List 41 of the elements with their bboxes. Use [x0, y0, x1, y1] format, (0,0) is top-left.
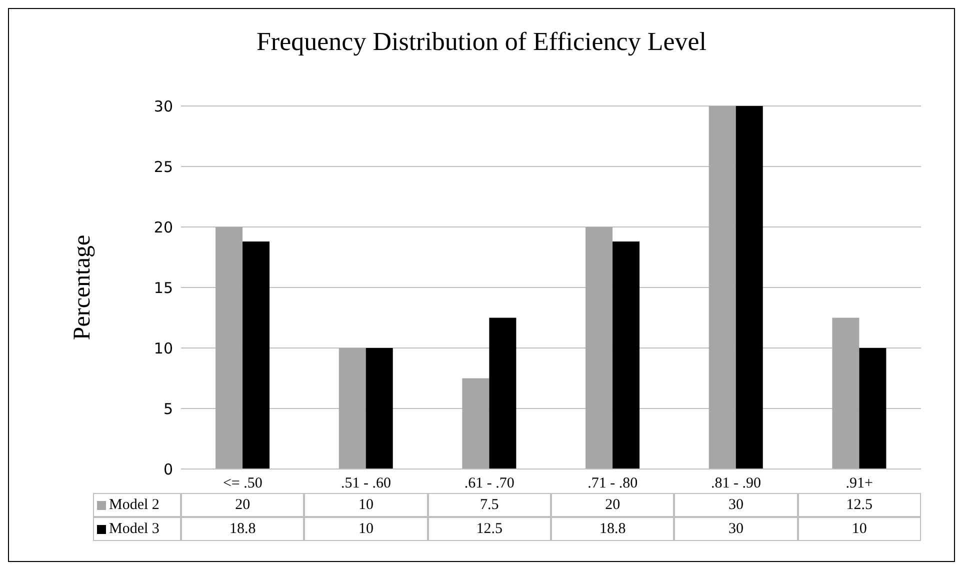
data-label: 30	[674, 517, 798, 541]
bar	[338, 348, 366, 469]
bar	[859, 348, 886, 469]
bar	[586, 227, 613, 469]
data-label: 12.5	[798, 493, 921, 517]
bar	[216, 227, 243, 469]
data-label: 7.5	[428, 493, 551, 517]
x-tick-label: .81 - .90	[711, 476, 761, 492]
y-tick-label: 20	[154, 218, 173, 236]
data-label: 10	[304, 493, 428, 517]
bar	[462, 378, 490, 469]
y-tick-label: 30	[154, 97, 173, 116]
bar	[366, 348, 393, 469]
data-label: 12.5	[428, 517, 551, 541]
x-tick-label: .51 - .60	[341, 476, 391, 492]
x-tick-label: .71 - .80	[588, 476, 638, 492]
bar	[612, 242, 640, 469]
data-label: 18.8	[551, 517, 674, 541]
bar	[242, 242, 270, 469]
bar	[736, 106, 763, 469]
bar	[708, 106, 736, 469]
y-axis-title: Percentage	[70, 234, 96, 340]
data-label: 20	[551, 493, 674, 517]
x-tick-label: .61 - .70	[464, 476, 514, 492]
y-tick-label: 10	[154, 339, 173, 358]
legend-label: Model 3	[93, 517, 181, 541]
chart-title: Frequency Distribution of Efficiency Level	[255, 27, 708, 57]
y-tick-label: 0	[163, 460, 173, 478]
x-tick-label: .91+	[846, 476, 873, 492]
data-label: 10	[304, 517, 428, 541]
bar	[489, 318, 516, 469]
legend-label: Model 2	[93, 493, 181, 517]
y-tick-label: 15	[154, 278, 173, 297]
data-label: 10	[798, 517, 921, 541]
data-label: 20	[181, 493, 304, 517]
y-tick-label: 5	[163, 400, 173, 418]
data-label: 30	[674, 493, 798, 517]
data-label: 18.8	[181, 517, 304, 541]
bar	[832, 318, 860, 469]
x-tick-label: <= .50	[222, 476, 262, 492]
y-tick-label: 25	[154, 158, 173, 176]
